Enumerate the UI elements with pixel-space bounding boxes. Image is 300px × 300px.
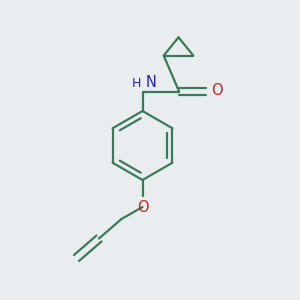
Text: H: H: [132, 77, 141, 90]
Text: O: O: [137, 200, 148, 215]
Text: N: N: [146, 75, 157, 90]
Text: O: O: [211, 83, 223, 98]
